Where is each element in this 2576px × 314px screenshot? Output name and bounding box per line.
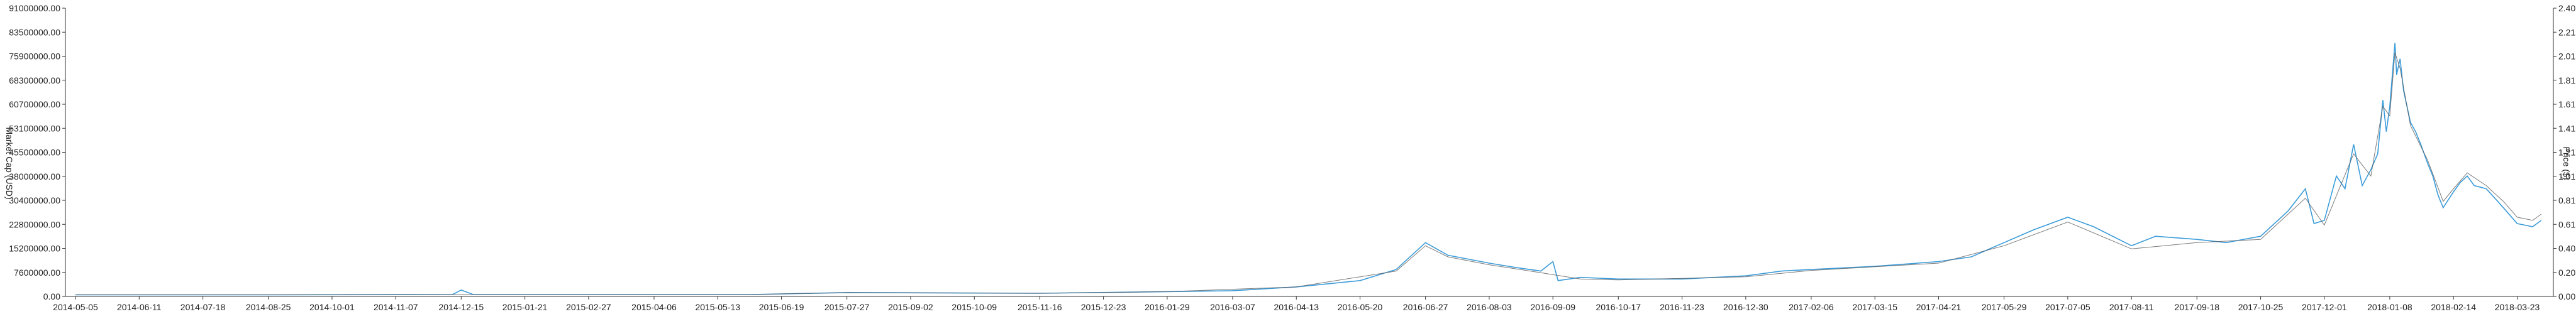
- y-right-tick-label: 0.00: [2558, 291, 2575, 301]
- x-tick-label: 2015-04-06: [631, 302, 677, 312]
- x-tick-label: 2016-01-29: [1145, 302, 1190, 312]
- x-tick-label: 2018-01-08: [2367, 302, 2412, 312]
- x-tick-label: 2014-06-11: [117, 302, 162, 312]
- x-tick-label: 2017-02-06: [1789, 302, 1834, 312]
- x-tick-label: 2017-09-18: [2174, 302, 2219, 312]
- x-tick-label: 2014-08-25: [246, 302, 291, 312]
- y-left-tick-label: 30400000.00: [9, 195, 60, 205]
- y-right-tick-label: 2.01: [2558, 51, 2575, 62]
- y-right-tick-label: 1.81: [2558, 75, 2575, 85]
- x-tick-label: 2015-09-02: [888, 302, 933, 312]
- series-line-2: [75, 52, 2542, 295]
- y-left-tick-label: 75900000.00: [9, 51, 60, 62]
- axes: 0.00 7600000.00 15200000.00 22800000.00 3040…: [9, 3, 2575, 312]
- y-right-axis-title: Price ($): [2562, 147, 2572, 180]
- x-tick-label: 2015-06-19: [759, 302, 804, 312]
- y-right-tick-label: 2.40: [2558, 3, 2575, 13]
- y-left-tick-label: 83500000.00: [9, 27, 60, 37]
- x-tick-label: 2015-07-27: [824, 302, 870, 312]
- x-tick-label: 2017-05-29: [1982, 302, 2027, 312]
- y-left-tick-label: 7600000.00: [14, 268, 60, 278]
- x-tick-label: 2018-02-14: [2431, 302, 2476, 312]
- x-tick-label: 2017-10-25: [2238, 302, 2284, 312]
- x-tick-label: 2016-09-09: [1530, 302, 1575, 312]
- x-tick-label: 2016-03-07: [1210, 302, 1255, 312]
- series-group: [75, 43, 2542, 296]
- y-right-tick-label: 1.21: [2558, 148, 2575, 158]
- x-tick-label: 2017-04-21: [1916, 302, 1962, 312]
- x-tick-label: 2014-10-01: [309, 302, 355, 312]
- x-tick-label: 2016-11-23: [1660, 302, 1704, 312]
- y-right-tick-label: 0.61: [2558, 219, 2575, 229]
- x-tick-label: 2014-07-18: [180, 302, 226, 312]
- y-left-tick-label: 15200000.00: [9, 244, 60, 254]
- x-tick-label: 2017-12-01: [2302, 302, 2347, 312]
- y-right-tick-label: 0.40: [2558, 244, 2575, 254]
- x-tick-label: 2015-10-09: [952, 302, 997, 312]
- x-tick-label: 2015-12-23: [1081, 302, 1126, 312]
- y-right-tick-label: 2.21: [2558, 27, 2575, 37]
- y-left-tick-label: 38000000.00: [9, 171, 60, 181]
- x-tick-label: 2017-03-15: [1852, 302, 1897, 312]
- x-tick-label: 2016-05-20: [1338, 302, 1383, 312]
- x-tick-label: 2014-11-07: [374, 302, 418, 312]
- y-left-tick-label: 60700000.00: [9, 99, 60, 109]
- series-line-1: [75, 43, 2542, 296]
- x-tick-label: 2017-07-05: [2045, 302, 2090, 312]
- y-right-tick-label: 0.20: [2558, 268, 2575, 278]
- y-left-axis-title: Market Cap (USD): [4, 127, 14, 199]
- x-tick-label: 2016-08-03: [1467, 302, 1512, 312]
- y-left-tick-label: 45500000.00: [9, 148, 60, 158]
- y-left-tick-label: 22800000.00: [9, 219, 60, 229]
- x-tick-label: 2016-12-30: [1723, 302, 1768, 312]
- x-tick-label: 2016-06-27: [1403, 302, 1448, 312]
- x-tick-label: 2017-08-11: [2109, 302, 2154, 312]
- y-left-tick-label: 68300000.00: [9, 75, 60, 85]
- y-left-tick-label: 0.00: [43, 291, 60, 301]
- x-tick-label: 2016-10-17: [1596, 302, 1641, 312]
- y-right-tick-label: 0.81: [2558, 195, 2575, 205]
- y-right-tick-label: 1.41: [2558, 123, 2575, 133]
- x-tick-label: 2018-03-23: [2495, 302, 2540, 312]
- y-left-tick-label: 53100000.00: [9, 123, 60, 133]
- y-right-tick-label: 1.61: [2558, 99, 2575, 109]
- x-tick-label: 2015-05-13: [695, 302, 740, 312]
- x-tick-label: 2014-12-15: [439, 302, 484, 312]
- x-tick-label: 2015-01-21: [502, 302, 548, 312]
- y-right-tick-label: 1.01: [2558, 171, 2575, 181]
- x-tick-label: 2016-04-13: [1274, 302, 1319, 312]
- y-left-tick-label: 91000000.00: [9, 3, 60, 13]
- x-tick-label: 2015-11-16: [1018, 302, 1062, 312]
- x-tick-label: 2015-02-27: [566, 302, 611, 312]
- x-tick-label: 2014-05-05: [53, 302, 98, 312]
